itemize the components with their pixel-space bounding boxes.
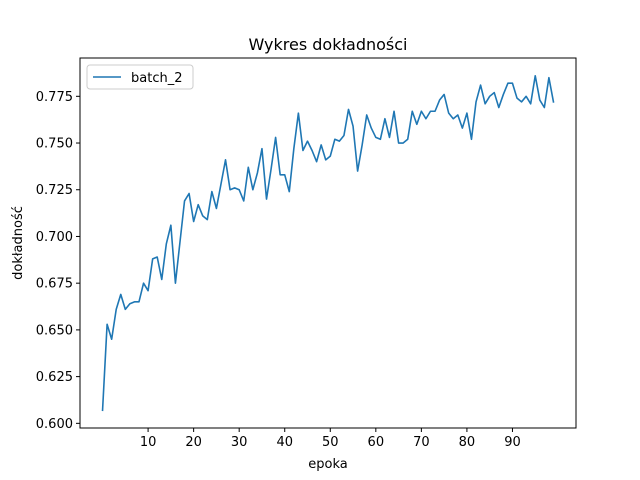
- legend-label-batch_2: batch_2: [131, 71, 182, 86]
- y-axis-label: dokładność: [11, 206, 26, 280]
- x-tick-label: 60: [368, 435, 385, 450]
- x-tick-label: 80: [459, 435, 476, 450]
- y-tick-label: 0.725: [36, 183, 73, 198]
- legend-box: [86, 64, 194, 90]
- plot-frame: [79, 57, 577, 429]
- x-tick-label: 40: [276, 435, 293, 450]
- x-tick-label: 10: [140, 435, 157, 450]
- y-tick-label: 0.775: [36, 90, 73, 105]
- y-tick-label: 0.750: [36, 137, 73, 152]
- x-axis-label: epoka: [308, 457, 347, 472]
- x-tick-label: 20: [185, 435, 202, 450]
- y-tick-label: 0.675: [36, 277, 73, 292]
- y-tick-label: 0.650: [36, 323, 73, 338]
- y-axis-ticks: 0.600 0.625 0.650 0.675 0.700 0.725 0.750 0.775: [36, 90, 80, 432]
- y-tick-label: 0.625: [36, 370, 73, 385]
- x-tick-label: 70: [413, 435, 430, 450]
- legend: batch_2: [86, 64, 194, 90]
- series-line-batch_2: [101, 74, 555, 412]
- x-axis-ticks: 10 20 30 40 50 60 70 80 90: [140, 428, 521, 450]
- x-tick-label: 90: [504, 435, 521, 450]
- x-tick-label: 50: [322, 435, 339, 450]
- y-tick-label: 0.700: [36, 230, 73, 245]
- chart-title: Wykres dokładności: [249, 35, 408, 54]
- y-tick-label: 0.600: [36, 417, 73, 432]
- x-tick-label: 30: [231, 435, 248, 450]
